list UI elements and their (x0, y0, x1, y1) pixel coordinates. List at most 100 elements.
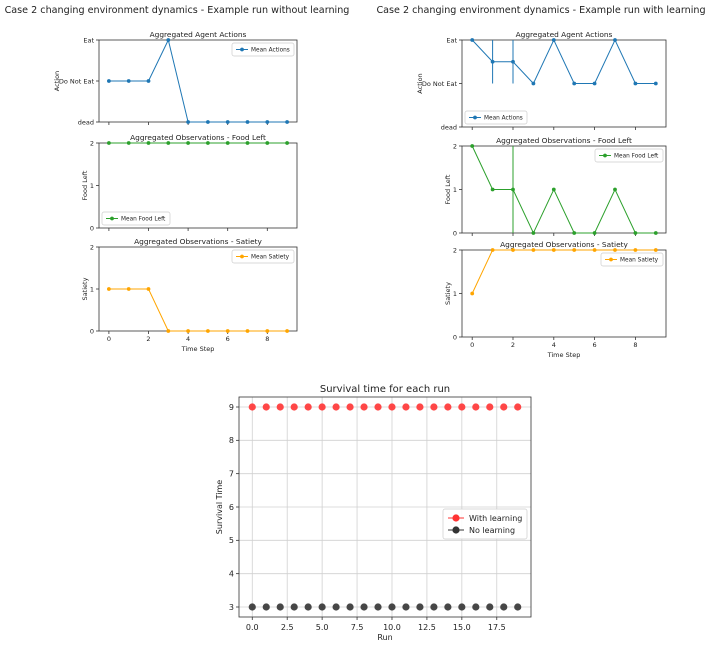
y-tick-label: 0 (90, 327, 94, 335)
y-tick-label: Do Not Eat (422, 80, 458, 88)
series-line (108, 288, 288, 332)
data-point (470, 144, 475, 148)
data-point (613, 38, 617, 42)
data-point (126, 79, 131, 83)
data-point (653, 248, 658, 252)
data-point (514, 403, 522, 411)
legend-box (442, 508, 528, 540)
y-tick-label: 0 (453, 229, 457, 237)
data-point (470, 38, 475, 42)
series-line (471, 145, 656, 235)
data-point (206, 329, 210, 333)
data-point (511, 59, 515, 64)
y-axis-label: Action (416, 73, 424, 93)
data-point (107, 79, 111, 83)
data-point (633, 231, 638, 235)
series-line (471, 38, 656, 85)
y-tick-label: 2 (90, 139, 94, 147)
y-axis-label: Food Left (81, 170, 89, 200)
chart-title: Aggregated Observations - Satiety (134, 237, 262, 246)
data-point (444, 403, 452, 411)
legend-swatch-marker (110, 216, 114, 221)
chart-title: Aggregated Agent Actions (150, 30, 247, 39)
data-point (613, 187, 617, 192)
data-point (186, 141, 191, 145)
left-figure-title: Case 2 changing environment dynamics - E… (5, 5, 350, 16)
data-point (500, 603, 508, 611)
y-tick-label: 1 (90, 285, 94, 293)
data-point (304, 603, 312, 611)
data-point (486, 603, 494, 611)
data-point (318, 403, 326, 411)
legend-label: Mean Satiety (251, 255, 290, 261)
y-axis-label: Action (53, 71, 61, 91)
series-line (471, 249, 656, 294)
data-point (511, 187, 515, 192)
legend-label: Mean Satiety (620, 258, 659, 264)
x-tick-label: 15.0 (453, 623, 471, 632)
x-tick-label: 0 (107, 335, 111, 343)
legend-swatch-marker (240, 254, 244, 259)
y-tick-label: 5 (229, 536, 234, 545)
data-point (360, 403, 368, 411)
data-point (304, 403, 312, 411)
y-tick-label: 4 (229, 569, 234, 578)
data-point (166, 38, 171, 42)
left-actions-chart: Aggregated Agent Actions dead Do Not Eat Ea… (53, 30, 298, 126)
data-point (126, 287, 131, 291)
data-point (374, 603, 382, 611)
x-axis-label: Time Step (181, 345, 215, 353)
data-point (551, 248, 556, 252)
x-axis-label: Time Step (547, 351, 581, 359)
data-point (458, 603, 466, 611)
right-food-chart: Aggregated Observations - Food Left 0 1 2 Fo… (444, 136, 667, 237)
data-point (126, 141, 131, 145)
y-tick-label: 2 (453, 246, 457, 254)
data-point (472, 603, 480, 611)
data-point (430, 603, 438, 611)
left-food-chart: Aggregated Observations - Food Left 0 1 2 Fo… (81, 133, 298, 232)
y-tick-label: 2 (90, 243, 94, 251)
data-point (107, 287, 111, 291)
legend-swatch-marker (452, 514, 460, 522)
x-tick-label: 8 (633, 341, 637, 349)
y-tick-label: 0 (90, 224, 94, 232)
data-point (592, 81, 597, 86)
x-tick-label: 6 (593, 341, 597, 349)
y-tick-label: 8 (229, 436, 234, 445)
data-point (551, 187, 556, 192)
legend: Mean Satiety (600, 252, 664, 267)
y-tick-label: 2 (453, 142, 457, 150)
x-tick-label: 10.0 (383, 623, 401, 632)
legend-swatch-marker (603, 153, 607, 158)
legend-label: With learning (469, 514, 522, 523)
data-point (276, 603, 284, 611)
data-point (346, 403, 354, 411)
data-point (265, 141, 270, 145)
data-point (470, 291, 475, 296)
survival-chart: Survival time for each run 0.0 2.5 5.0 7.5 10… (215, 384, 532, 642)
y-tick-label: Eat (446, 36, 457, 44)
data-point (245, 120, 250, 124)
y-tick-label: dead (78, 118, 94, 126)
data-point (531, 231, 536, 235)
data-point (166, 141, 171, 145)
legend-box (600, 252, 664, 267)
data-point (225, 120, 230, 124)
data-point (486, 403, 494, 411)
data-point (633, 248, 638, 252)
legend-swatch-marker (240, 47, 244, 52)
chart-title: Survival time for each run (320, 384, 450, 395)
legend-box (101, 211, 171, 226)
data-point (332, 403, 340, 411)
y-tick-label: 7 (229, 469, 234, 478)
data-point (332, 603, 340, 611)
data-point (592, 231, 597, 235)
data-point (290, 403, 298, 411)
y-axis-label: Satiety (81, 277, 89, 300)
x-tick-label: 4 (552, 341, 556, 349)
legend-label: No learning (469, 526, 515, 535)
data-point (346, 603, 354, 611)
y-tick-label: 1 (453, 290, 457, 298)
data-point (531, 81, 536, 86)
